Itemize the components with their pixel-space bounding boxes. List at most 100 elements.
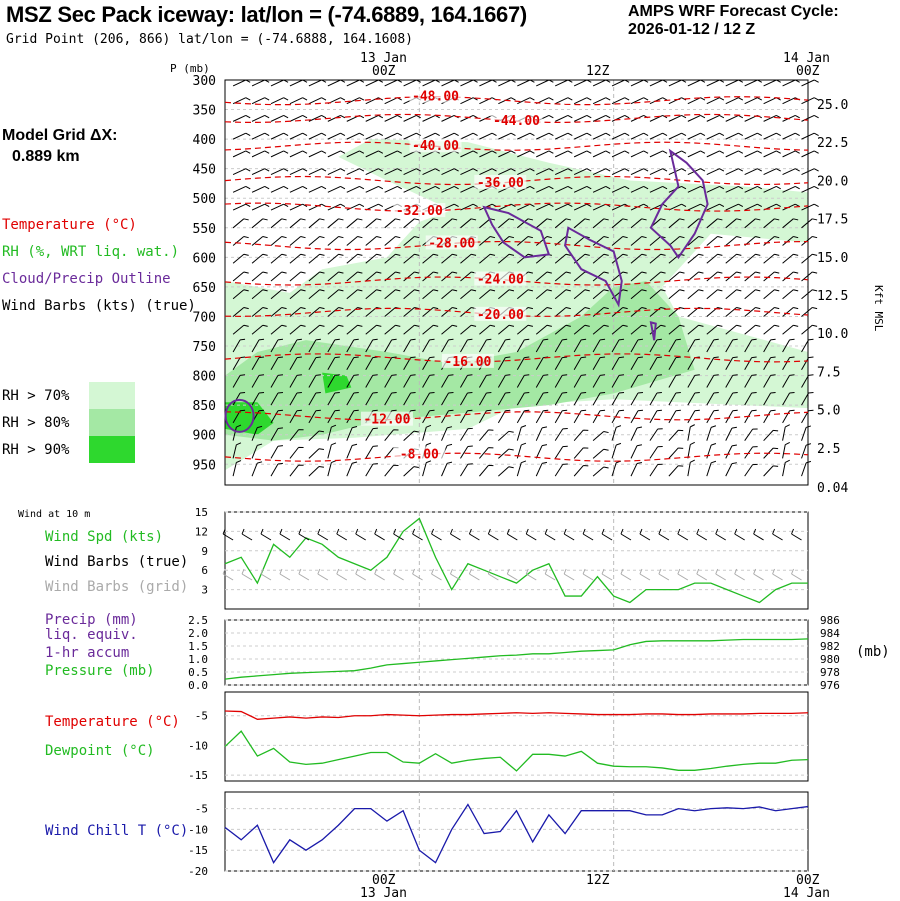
wind-barb [801, 150, 819, 158]
wind-barb [327, 150, 346, 158]
wind-barb [403, 324, 420, 335]
grid-wind-barb [696, 568, 708, 581]
wind-barb [497, 391, 511, 406]
wind-barb [782, 324, 799, 335]
wind-barb [403, 132, 421, 140]
pressure-tick-label: 700 [193, 310, 216, 325]
wind-barb [479, 132, 497, 140]
wind-barb [782, 271, 799, 282]
wind-barb [706, 409, 719, 424]
wind-barb [327, 442, 337, 459]
wind-barb [725, 271, 742, 282]
wind-barb [573, 97, 592, 105]
grid-wind-barb [677, 568, 689, 581]
wind-barb [801, 324, 818, 335]
wind-barb [308, 79, 327, 87]
isotherm-line [224, 452, 809, 462]
wind-barb [687, 307, 704, 317]
wind-barb [479, 253, 496, 264]
wind-barb [554, 428, 568, 441]
wind-barb [573, 429, 589, 441]
height-tick-label: 15.0 [817, 251, 848, 266]
wind-barb [232, 460, 242, 477]
surface-wind-barb [412, 528, 423, 541]
wind-barb [782, 459, 790, 477]
surface-wind-barb [336, 528, 348, 541]
wind-barb [573, 168, 592, 176]
wind-barb [706, 374, 719, 388]
wind-barb [479, 79, 497, 87]
wind-barb [611, 150, 630, 158]
wind-barb [554, 79, 573, 87]
wind-barb [573, 409, 587, 424]
wind-panel-tick-label: 9 [201, 545, 208, 558]
bottom-date-label-2: 14 Jan [783, 886, 830, 901]
wind-barb [630, 236, 647, 246]
height-tick-label: 7.5 [817, 365, 840, 380]
grid-wind-barb [355, 568, 366, 581]
wind-barb [535, 374, 549, 388]
wind-barb [630, 338, 644, 353]
wind-barb [801, 185, 819, 193]
wind-barb [763, 168, 781, 176]
wind-barb [251, 115, 270, 122]
wind-barb [479, 429, 494, 441]
wind-barb [346, 409, 359, 424]
wind-barb [441, 374, 454, 388]
wind-barb [441, 132, 459, 140]
wind-barb [535, 271, 552, 282]
wind-barb [687, 203, 706, 211]
wind-barb [327, 253, 344, 264]
grid-wind-barb [487, 568, 499, 581]
wind-barb [535, 391, 549, 406]
isotherm-line [224, 240, 809, 251]
height-axis: 25.0 22.5 20.0 17.5 15.0 12.5 10.0 7.5 5.0 2.5 0.0… [817, 98, 848, 496]
wind-barb [763, 150, 781, 158]
wind-barb [365, 427, 378, 441]
label-dewpoint: Dewpoint (°C) [45, 743, 155, 759]
wind-barb [289, 253, 306, 264]
wind-barb [308, 253, 325, 264]
wind-barb [725, 356, 738, 370]
wind-barb [460, 409, 473, 424]
wind-barb [308, 185, 327, 193]
wind-barb [270, 409, 284, 424]
wind-barb [649, 168, 668, 176]
wind-barb [232, 115, 251, 122]
surface-wind-barb [734, 528, 745, 541]
pressure-right-tick: 980 [820, 653, 840, 666]
wind-barb [422, 185, 440, 193]
grid-wind-barb [450, 568, 461, 581]
wind-barb [801, 356, 814, 370]
wind-barb [422, 289, 439, 300]
wind-barb [270, 79, 289, 87]
wind-barb [422, 338, 435, 353]
wind-barb [384, 236, 401, 246]
wind-barb [763, 185, 781, 193]
wind-barb [516, 425, 527, 441]
wind-barb [687, 150, 706, 158]
wind-barb [706, 236, 723, 246]
isotherm-label: -12.00 [363, 413, 410, 428]
wind-panel-tick-label: 6 [201, 564, 208, 577]
wind-barb [687, 374, 700, 388]
wind-barb [535, 426, 548, 441]
wind-barb [270, 324, 287, 335]
grid-wind-barb [734, 568, 745, 581]
isotherm-label-bg [393, 446, 446, 461]
grid-wind-barb [431, 568, 442, 581]
wind-barb [498, 289, 515, 300]
grid-wind-barb [544, 568, 556, 581]
wind-barb [516, 253, 534, 264]
wind-barb [536, 185, 554, 193]
wind-barb [630, 462, 643, 477]
wind-barb [232, 356, 246, 370]
wind-barb [706, 460, 717, 477]
wind-barb [308, 289, 325, 300]
wind-barb [725, 168, 744, 176]
wind-barb [611, 338, 625, 353]
wind-barb [232, 374, 246, 388]
wind-barb [460, 289, 477, 300]
wind-barb [554, 324, 571, 335]
wind-barb [308, 430, 325, 442]
